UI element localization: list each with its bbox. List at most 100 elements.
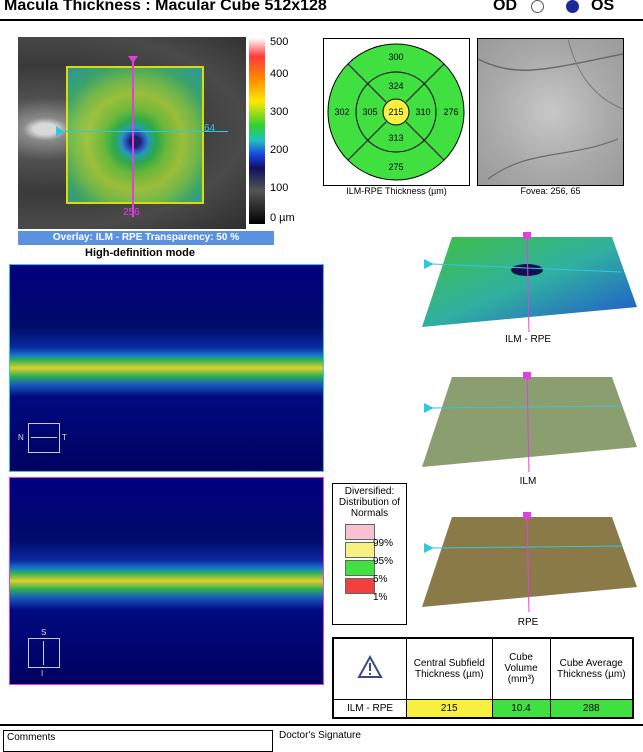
vertical-scan-marker (523, 512, 531, 519)
orientation-i-label: I (41, 669, 44, 678)
outer-temporal-value: 276 (443, 107, 458, 117)
overlay-caption[interactable]: Overlay: ILM - RPE Transparency: 50 % (18, 231, 274, 245)
col-header-average: Cube Average Thickness (µm) (549, 638, 634, 700)
grid-divider (405, 121, 425, 141)
warning-icon (357, 655, 383, 679)
vertical-scan-line (526, 374, 530, 473)
grid-divider (423, 63, 445, 85)
eye-od-label: OD (493, 0, 517, 14)
horizontal-bscan[interactable]: N T (9, 264, 324, 472)
horizontal-scan-line (431, 263, 623, 273)
ilm-rpe-3d-surface[interactable] (422, 232, 637, 333)
fovea-vessels (478, 39, 623, 180)
surface2-label: ILM (519, 476, 537, 487)
horizontal-scan-marker (424, 543, 434, 553)
vertical-scan-marker (523, 372, 531, 379)
footer-divider (0, 724, 643, 726)
horizontal-scan-marker (424, 403, 434, 413)
surface-plane (422, 237, 637, 327)
legend-swatch (345, 560, 375, 576)
scale-label: 200 (270, 144, 289, 156)
inner-temporal-value: 310 (415, 107, 430, 117)
warning-cell (333, 638, 407, 700)
signature-label: Doctor's Signature (279, 730, 361, 741)
legend-swatch (345, 542, 375, 558)
central-subfield-value: 215 (406, 698, 493, 719)
header-divider (0, 19, 643, 21)
scale-label: 100 (270, 182, 289, 194)
horizontal-scan-number: 64 (204, 123, 216, 134)
vertical-scan-number: 256 (123, 207, 140, 218)
grid-divider (347, 63, 369, 85)
col-header-volume: Cube Volume (mm³) (491, 638, 551, 700)
vessel (567, 39, 623, 110)
foveal-pit (511, 264, 543, 276)
outer-inferior-value: 275 (388, 162, 403, 172)
cube-average-value: 288 (549, 698, 634, 719)
ilm-3d-surface[interactable] (422, 372, 637, 473)
orientation-box (28, 423, 60, 453)
vessel (487, 138, 619, 180)
vertical-scan-line (526, 234, 530, 333)
vessel (478, 53, 623, 71)
legend-label: 1% (373, 592, 388, 603)
inner-inferior-value: 313 (388, 133, 403, 143)
fundus-image[interactable]: 64 256 (18, 37, 246, 229)
legend-swatch (345, 524, 375, 540)
horizontal-scan-line[interactable] (62, 131, 228, 132)
scale-label: 300 (270, 106, 289, 118)
horizontal-scan-marker[interactable] (56, 126, 64, 137)
orientation-n-label: N (18, 433, 24, 442)
grid-divider (367, 121, 387, 141)
vertical-scan-line[interactable] (132, 57, 134, 217)
etdrs-thickness-grid: 215 324 313 305 310 300 275 302 276 (323, 38, 470, 186)
comments-box[interactable]: Comments (3, 730, 273, 752)
central-subfield (382, 98, 410, 126)
normals-legend: Diversified: Distribution of Normals 99%… (332, 483, 407, 625)
legend-label: 99% (373, 538, 394, 549)
surface-plane (422, 377, 637, 467)
eye-os-label: OS (591, 0, 615, 14)
legend-label: 95% (373, 556, 394, 567)
legend-title: Diversified: Distribution of Normals (338, 486, 401, 519)
outer-nasal-value: 302 (334, 107, 349, 117)
scale-label: 0 µm (270, 212, 295, 224)
hd-mode-label: High-definition mode (85, 247, 195, 259)
row-label: ILM - RPE (333, 698, 407, 719)
page-title: Macula Thickness : Macular Cube 512x128 (4, 0, 327, 14)
vertical-bscan[interactable]: S I (9, 477, 324, 685)
inner-nasal-value: 305 (362, 107, 377, 117)
orientation-axis (43, 641, 44, 665)
center-value: 215 (388, 107, 403, 117)
rpe-3d-surface[interactable] (422, 512, 637, 613)
thickness-overlay (66, 66, 204, 204)
orientation-axis (31, 437, 57, 438)
orientation-box (28, 638, 60, 668)
orientation-t-label: T (62, 433, 67, 442)
etdrs-caption: ILM-RPE Thickness (µm) (346, 186, 447, 196)
scale-label: 500 (270, 36, 289, 48)
vertical-scan-marker (523, 232, 531, 239)
eye-os-radio[interactable] (566, 0, 579, 13)
col-header-central: Central Subfield Thickness (µm) (406, 638, 493, 700)
fovea-image[interactable] (477, 38, 624, 186)
surface-plane (422, 517, 637, 607)
legend-swatch (345, 578, 375, 594)
eye-od-radio[interactable] (531, 0, 544, 13)
horizontal-scan-marker (424, 259, 434, 269)
outer-superior-value: 300 (388, 52, 403, 62)
vertical-scan-marker[interactable] (128, 56, 138, 63)
thickness-results-table: Central Subfield Thickness (µm) Cube Vol… (332, 637, 634, 719)
orientation-s-label: S (41, 628, 47, 637)
grid-divider (347, 139, 369, 161)
grid-divider (423, 139, 445, 161)
horizontal-scan-line (431, 545, 623, 549)
surface1-label: ILM - RPE (504, 334, 552, 345)
cube-volume-value: 10.4 (491, 698, 551, 719)
grid-divider (367, 83, 387, 103)
legend-label: 5% (373, 574, 388, 585)
horizontal-scan-line (431, 405, 623, 409)
fovea-caption: Fovea: 256, 65 (520, 186, 581, 196)
surface3-label: RPE (517, 617, 539, 628)
scale-label: 400 (270, 68, 289, 80)
